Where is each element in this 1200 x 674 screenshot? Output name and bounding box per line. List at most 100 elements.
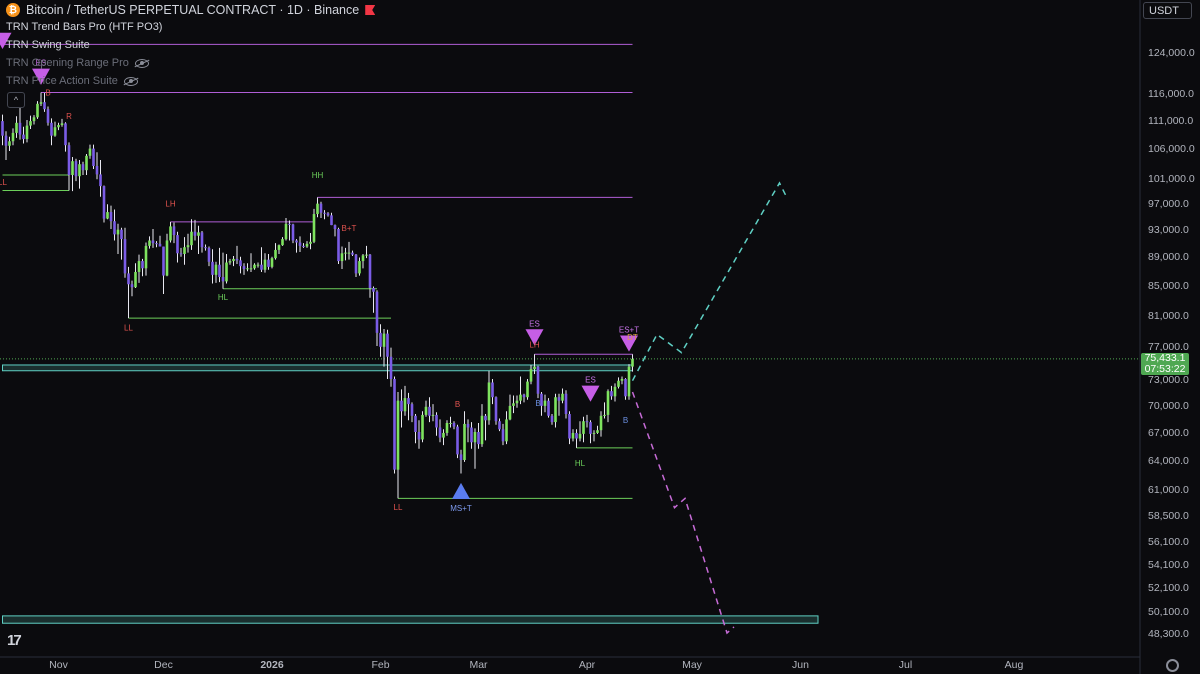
candle-body: [214, 264, 218, 275]
candle-body: [330, 215, 333, 226]
candle-body: [501, 429, 505, 442]
price-tick-label: 81,000.0: [1148, 310, 1189, 322]
candle-body: [554, 397, 557, 423]
price-tick-label: 77,000.0: [1148, 341, 1189, 353]
price-tick-label: 58,500.0: [1148, 510, 1189, 522]
price-tick-label: 50,100.0: [1148, 606, 1189, 618]
currency-selector[interactable]: USDT: [1143, 2, 1192, 19]
candle-body: [106, 212, 109, 219]
candle-body: [578, 433, 582, 439]
tradingview-logo-icon[interactable]: 17: [7, 632, 22, 649]
structure-label: LH: [165, 199, 175, 208]
candle-body: [400, 400, 403, 412]
candle-body: [480, 415, 484, 445]
indicator-swing-suite[interactable]: TRN Swing Suite: [6, 39, 90, 51]
structure-label: DT: [627, 333, 638, 342]
signal-label: ES: [529, 319, 540, 328]
collapse-legend-button[interactable]: ^: [7, 92, 25, 108]
candle-body: [200, 232, 204, 248]
candle-body: [29, 121, 32, 126]
candle-body: [498, 421, 501, 430]
candle-body: [386, 333, 389, 357]
candle-body: [354, 254, 358, 274]
candle-body: [487, 382, 491, 421]
candle-body: [316, 203, 319, 215]
candle-body: [382, 333, 386, 347]
projection-path: [631, 181, 788, 382]
candle-body: [368, 254, 372, 288]
candle-body: [141, 261, 144, 269]
price-tick-label: 70,000.0: [1148, 400, 1189, 412]
candle-body: [379, 332, 382, 347]
time-tick-label: Dec: [154, 659, 173, 671]
candle-body: [99, 174, 102, 187]
price-tick-label: 56,100.0: [1148, 536, 1189, 548]
candle-body: [74, 161, 78, 177]
candle-body: [179, 253, 183, 255]
candle-body: [599, 415, 603, 431]
candle-body: [43, 102, 46, 110]
eye-off-icon[interactable]: [123, 76, 138, 86]
candle-body: [67, 145, 71, 175]
candle-body: [445, 423, 449, 433]
price-tick-label: 73,000.0: [1148, 374, 1189, 386]
time-tick-label: Jul: [899, 659, 912, 671]
candle-body: [95, 166, 99, 175]
candle-body: [557, 397, 561, 401]
candle-body: [169, 226, 172, 241]
candle-body: [88, 148, 92, 156]
structure-label: B: [535, 399, 540, 408]
candle-body: [123, 239, 127, 274]
candle-body: [134, 271, 137, 288]
candle-body: [235, 258, 239, 261]
candle-body: [466, 423, 470, 428]
price-tick-label: 106,000.0: [1148, 143, 1195, 155]
candle-body: [340, 253, 344, 262]
candle-body: [288, 223, 291, 225]
flag-icon[interactable]: [365, 5, 376, 15]
candle-body: [207, 247, 211, 262]
candle-body: [186, 245, 190, 248]
indicator-opening-range[interactable]: TRN Opening Range Pro: [6, 57, 149, 69]
candle-body: [540, 393, 543, 406]
time-tick-label: Jun: [792, 659, 809, 671]
candle-body: [172, 226, 176, 236]
candle-body: [519, 394, 522, 401]
candle-body: [515, 400, 519, 404]
candle-body: [484, 415, 487, 421]
price-tick-label: 116,000.0: [1148, 88, 1194, 100]
candle-body: [46, 109, 50, 123]
structure-label: B: [455, 400, 460, 409]
candle-body: [610, 391, 613, 397]
signal-triangle: [452, 482, 470, 500]
chevron-up-icon: ^: [13, 95, 19, 105]
candle-body: [190, 231, 193, 246]
candle-body: [39, 102, 43, 104]
indicator-label: TRN Swing Suite: [6, 39, 90, 51]
eye-off-icon[interactable]: [134, 58, 149, 68]
candle-body: [442, 432, 445, 438]
candle-body: [120, 229, 123, 240]
symbol-title[interactable]: Bitcoin / TetherUS PERPETUAL CONTRACT · …: [26, 3, 360, 17]
candle-body: [267, 259, 270, 267]
candle-body: [421, 414, 424, 440]
candle-body: [57, 125, 60, 128]
candle-body: [4, 135, 8, 146]
bar-countdown: 07:53:22: [1144, 363, 1186, 375]
candle-body: [617, 380, 620, 387]
indicator-trend-bars[interactable]: TRN Trend Bars Pro (HTF PO3): [6, 21, 162, 33]
candle-body: [396, 400, 400, 470]
candle-body: [585, 421, 589, 423]
gear-icon[interactable]: [1166, 659, 1179, 672]
candle-body: [277, 245, 281, 250]
candle-body: [291, 224, 295, 241]
candle-body: [543, 400, 547, 406]
price-tick-label: 48,300.0: [1148, 628, 1189, 640]
candle-body: [71, 161, 74, 175]
signal-triangle: [0, 32, 12, 49]
indicator-price-action[interactable]: TRN Price Action Suite: [6, 75, 138, 87]
signal-label: ES: [585, 376, 596, 385]
candle-body: [53, 127, 57, 136]
candle-body: [270, 258, 274, 267]
